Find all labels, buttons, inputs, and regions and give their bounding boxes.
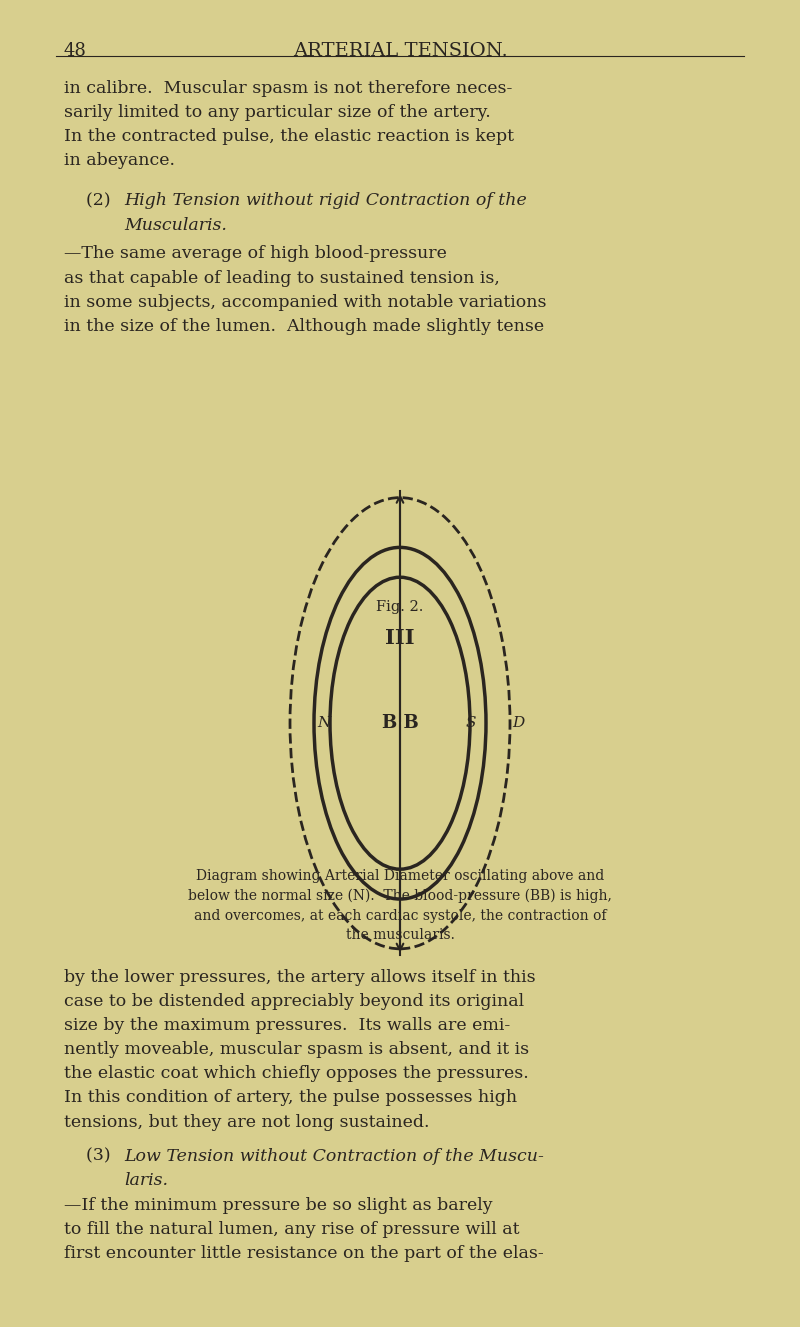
Text: Fig. 2.: Fig. 2. — [376, 600, 424, 614]
Text: —The same average of high blood-pressure
as that capable of leading to sustained: —The same average of high blood-pressure… — [64, 245, 546, 334]
Text: S: S — [465, 717, 476, 730]
Text: —If the minimum pressure be so slight as barely
to fill the natural lumen, any r: —If the minimum pressure be so slight as… — [64, 1197, 544, 1262]
Text: High Tension without rigid Contraction of the
Muscularis.: High Tension without rigid Contraction o… — [124, 192, 526, 234]
Text: Diagram showing Arterial Diameter oscillating above and
below the normal size (N: Diagram showing Arterial Diameter oscill… — [188, 869, 612, 942]
Text: (3): (3) — [64, 1148, 116, 1165]
Text: B B: B B — [382, 714, 418, 733]
Text: Low Tension without Contraction of the Muscu-
laris.: Low Tension without Contraction of the M… — [124, 1148, 544, 1189]
Text: III: III — [385, 628, 415, 648]
Text: 48: 48 — [64, 42, 87, 61]
Text: by the lower pressures, the artery allows itself in this
case to be distended ap: by the lower pressures, the artery allow… — [64, 969, 536, 1131]
Text: N: N — [318, 717, 330, 730]
Text: D: D — [512, 717, 525, 730]
Text: ARTERIAL TENSION.: ARTERIAL TENSION. — [293, 42, 507, 61]
Text: in calibre.  Muscular spasm is not therefore neces-
sarily limited to any partic: in calibre. Muscular spasm is not theref… — [64, 80, 514, 169]
Text: (2): (2) — [64, 192, 116, 210]
